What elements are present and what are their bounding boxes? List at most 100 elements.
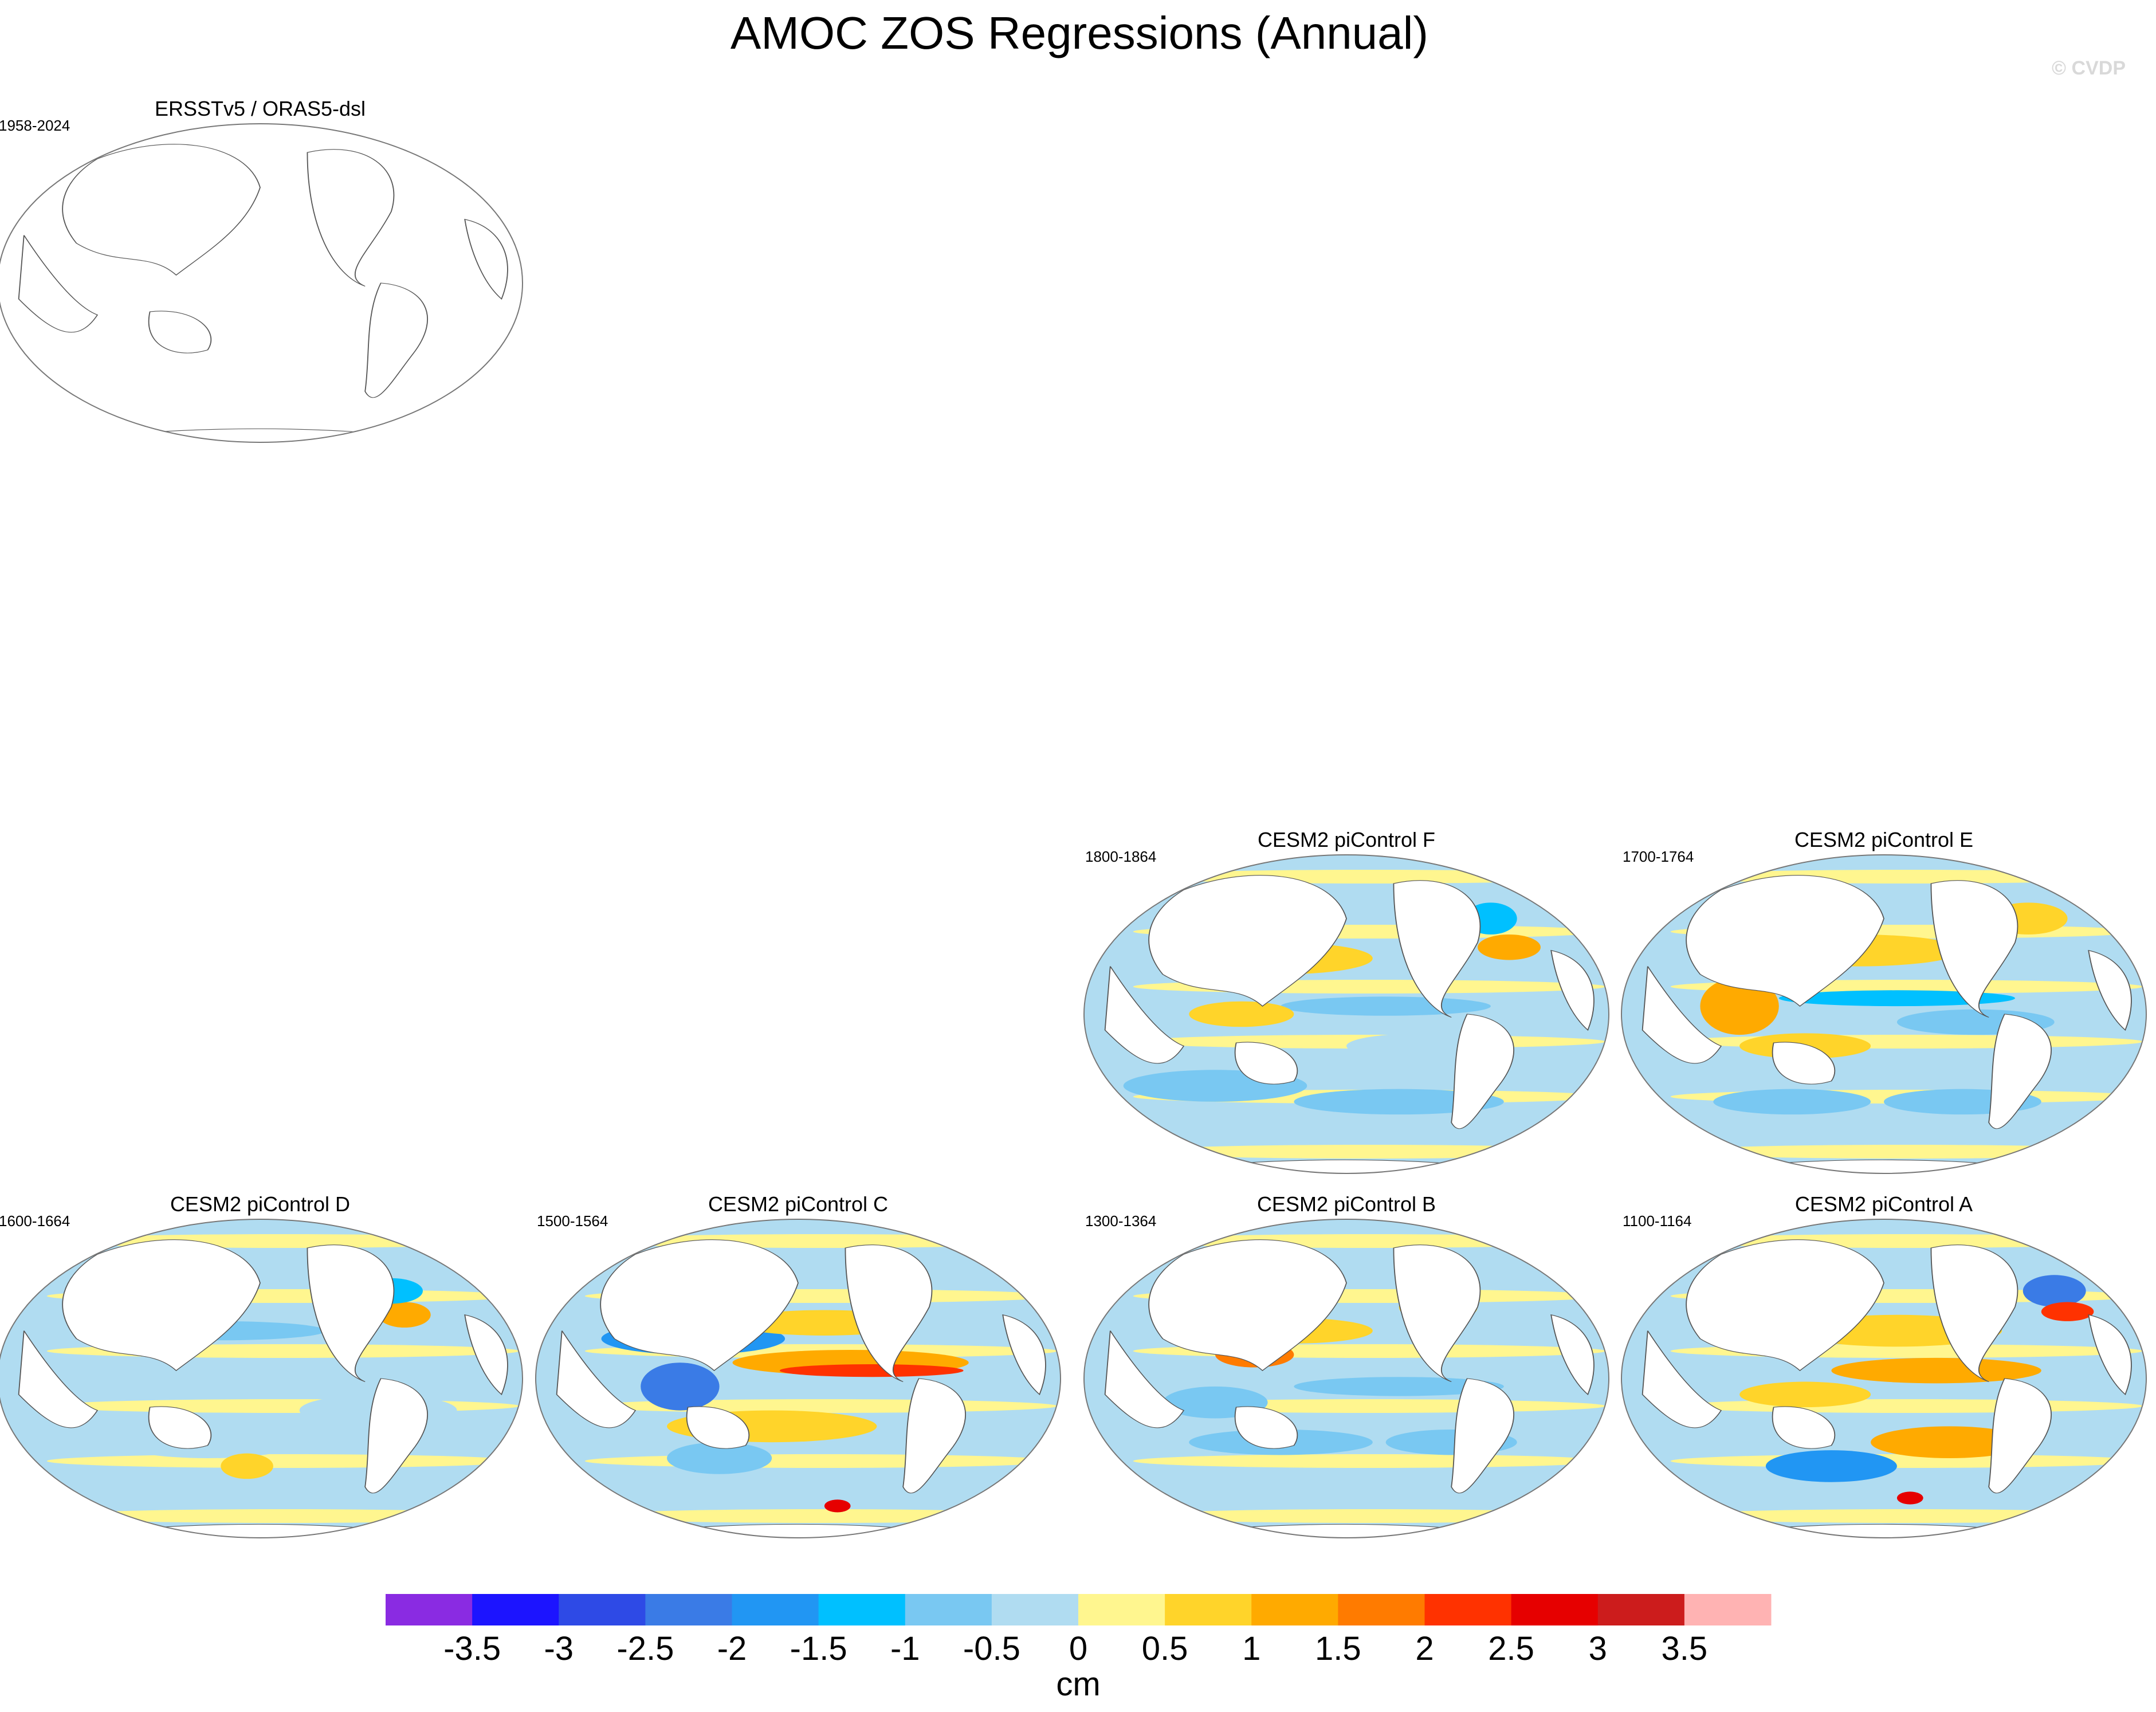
anomaly-region <box>1778 990 2015 1007</box>
anomaly-region <box>641 1362 720 1411</box>
continent <box>1451 1378 1514 1494</box>
colorbar-swatch <box>386 1594 473 1625</box>
anomaly-band <box>1087 1117 1560 1131</box>
anomaly-band <box>1133 1454 1606 1468</box>
anomaly-band <box>1133 1509 1606 1523</box>
colorbar-tick-label: 3 <box>1589 1630 1607 1667</box>
continent <box>1550 949 1595 1031</box>
anomaly-band <box>1670 1509 2143 1523</box>
continent <box>1148 875 1347 1007</box>
anomaly-region <box>1700 977 1779 1035</box>
colorbar-swatch <box>1251 1594 1338 1625</box>
anomaly-region <box>2023 1275 2086 1307</box>
anomaly-region <box>1765 1450 1897 1482</box>
anomaly-band <box>1670 1145 2143 1159</box>
anomaly-band <box>1133 1234 1606 1248</box>
continent <box>845 1244 933 1383</box>
anomaly-band <box>1133 1145 1606 1159</box>
colorbar-tick-label: 2.5 <box>1488 1630 1534 1667</box>
map-panel: ERSSTv5 / ORAS5-dsl 1958-2024 <box>0 97 523 443</box>
map-panel: CESM2 piControl F 1800-1864 <box>1083 828 1609 1174</box>
continent <box>1550 1314 1595 1396</box>
map-panel: CESM2 piControl C 1500-1564 <box>535 1192 1061 1538</box>
continent <box>18 235 99 333</box>
continent <box>2088 1314 2132 1396</box>
colorbar-swatch <box>732 1594 819 1625</box>
panel-title: ERSSTv5 / ORAS5-dsl <box>155 97 366 120</box>
anomaly-region <box>1713 1089 1871 1115</box>
anomaly-band <box>1670 1399 2143 1413</box>
anomaly-band <box>46 1454 520 1468</box>
anomaly-region <box>378 1302 431 1328</box>
colorbar-swatch <box>905 1594 992 1625</box>
continent <box>1002 1314 1046 1396</box>
anomaly-region <box>667 1442 772 1474</box>
continent <box>600 1239 799 1372</box>
panel-period: 1600-1664 <box>0 1212 70 1230</box>
colorbar-swatch <box>472 1594 559 1625</box>
colorbar-tick-label: -3.5 <box>443 1630 501 1667</box>
continent <box>1988 1378 2052 1494</box>
continent <box>62 1239 261 1372</box>
continent <box>148 1406 212 1449</box>
anomaly-region <box>1896 1491 1923 1505</box>
colorbar-tick-label: -2 <box>717 1630 747 1667</box>
map-outline <box>0 1219 523 1538</box>
continent <box>1772 1406 1836 1449</box>
continent <box>62 144 261 276</box>
colorbar-swatch <box>1424 1594 1512 1625</box>
continent <box>307 1244 395 1383</box>
colorbar-tick-label: -1 <box>890 1630 920 1667</box>
colorbar-tick-label: 2 <box>1415 1630 1434 1667</box>
anomaly-region <box>779 1364 964 1377</box>
panel-title: CESM2 piControl A <box>1795 1192 1973 1216</box>
continent <box>1104 1330 1185 1428</box>
anomaly-band <box>584 1234 1058 1248</box>
anomaly-band <box>584 1454 1058 1468</box>
anomaly-band <box>1624 1117 2098 1131</box>
continent <box>1641 1330 1722 1428</box>
map-panel: CESM2 piControl A 1100-1164 <box>1621 1192 2147 1538</box>
colorbar-swatch <box>1597 1594 1685 1625</box>
figure-title: AMOC ZOS Regressions (Annual) <box>731 7 1428 58</box>
colorbar-tick-label: 1 <box>1242 1630 1260 1667</box>
panel-title: CESM2 piControl F <box>1258 828 1435 851</box>
colorbar: -3.5 -3 -2.5 -2 -1.5 -1 -0.5 0 0.5 1 1.5 2 2.5 3 3.5 cm <box>386 1594 1772 1703</box>
colorbar-tick-label: -1.5 <box>790 1630 847 1667</box>
continent <box>1234 1406 1298 1449</box>
panel-period: 1100-1164 <box>1623 1212 1691 1230</box>
colorbar-swatch <box>1078 1594 1165 1625</box>
anomaly-region <box>221 1453 273 1479</box>
anomaly-region <box>1871 1426 2028 1458</box>
continent <box>1393 1244 1481 1383</box>
continent <box>464 218 508 300</box>
continent <box>1686 875 1884 1007</box>
panel-period: 1700-1764 <box>1623 848 1694 865</box>
copyright-label: © CVDP <box>2052 57 2126 79</box>
anomaly-region <box>1478 934 1541 960</box>
continent <box>1772 1042 1836 1085</box>
anomaly-region <box>824 1499 851 1513</box>
colorbar-swatch <box>559 1594 646 1625</box>
continent <box>1393 880 1481 1018</box>
continent <box>1988 1014 2052 1129</box>
map-panel: CESM2 piControl D 1600-1664 <box>0 1192 523 1538</box>
continent <box>464 1314 508 1396</box>
anomaly-region <box>155 1371 391 1387</box>
continent <box>307 149 395 287</box>
colorbar-swatch <box>818 1594 906 1625</box>
colorbar-units: cm <box>1056 1666 1100 1703</box>
anomaly-region <box>1739 1381 1871 1408</box>
colorbar-tick-label: -0.5 <box>963 1630 1020 1667</box>
continent <box>18 1330 99 1428</box>
map-panel: CESM2 piControl B 1300-1364 <box>1083 1192 1609 1538</box>
colorbar-tick-label: -3 <box>544 1630 574 1667</box>
map-outline <box>1621 854 2147 1174</box>
anomaly-band <box>1087 1482 1560 1495</box>
panel-period: 1300-1364 <box>1085 1212 1156 1230</box>
anomaly-region <box>1189 1001 1294 1027</box>
panel-title: CESM2 piControl C <box>708 1192 888 1216</box>
panel-title: CESM2 piControl D <box>170 1192 350 1216</box>
continent <box>1104 966 1185 1064</box>
colorbar-tick-label: 1.5 <box>1315 1630 1361 1667</box>
